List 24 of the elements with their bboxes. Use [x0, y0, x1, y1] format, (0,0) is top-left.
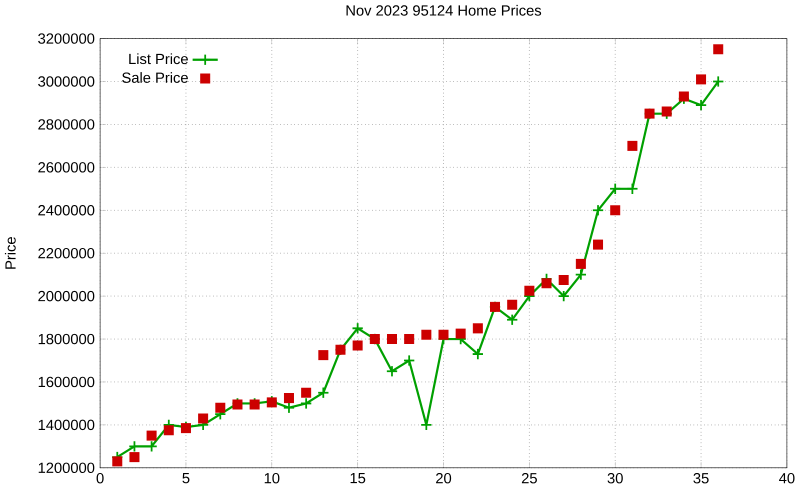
y-tick-label: 2600000: [38, 162, 94, 172]
legend-label: Sale Price: [122, 72, 188, 83]
y-tick-label: 1200000: [38, 462, 94, 473]
x-tick-label: 15: [350, 472, 366, 484]
x-tick-label: 35: [693, 472, 709, 484]
chart-title: Nov 2023 95124 Home Prices: [346, 4, 542, 16]
y-tick-label: 3000000: [38, 76, 94, 87]
y-tick-label: 3200000: [38, 33, 94, 44]
y-tick-label: 2200000: [38, 248, 94, 258]
x-tick-label: 20: [436, 472, 452, 484]
x-tick-label: 10: [264, 472, 280, 484]
x-tick-label: 40: [779, 472, 795, 484]
y-tick-label: 2400000: [38, 204, 94, 216]
y-tick-label: 2800000: [38, 119, 94, 130]
y-axis-title: Price: [4, 236, 16, 269]
y-tick-label: 2000000: [38, 290, 94, 302]
x-tick-label: 25: [522, 472, 537, 484]
y-tick-label: 1600000: [38, 376, 94, 387]
y-tick-label: 1400000: [38, 420, 94, 430]
y-tick-label: 1800000: [38, 334, 94, 344]
x-tick-label: 0: [96, 472, 104, 484]
x-tick-label: 30: [608, 472, 623, 484]
legend-label: List Price: [129, 53, 188, 64]
x-tick-label: 5: [182, 472, 190, 484]
